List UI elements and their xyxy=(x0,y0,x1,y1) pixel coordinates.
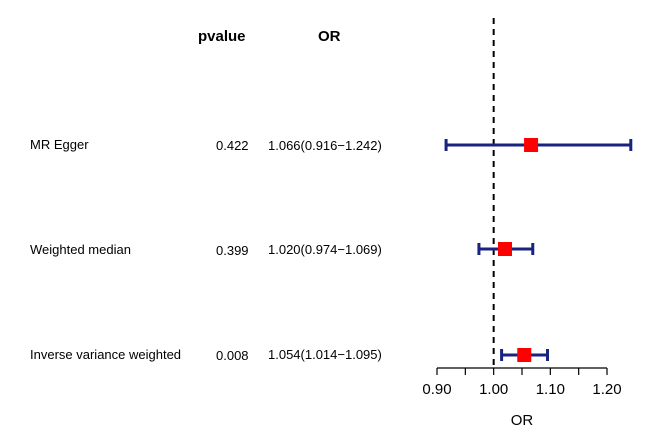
x-tick-label-2: 1.00 xyxy=(479,381,508,398)
x-tick-label-4: 1.10 xyxy=(536,381,565,398)
row-pvalue-weighted-median: 0.399 xyxy=(216,243,249,258)
pvalue-header: pvalue xyxy=(198,28,246,45)
x-tick-label-6: 1.20 xyxy=(592,381,621,398)
row-or-weighted-median: 1.020(0.974−1.069) xyxy=(268,242,382,257)
row-pvalue-ivw: 0.008 xyxy=(216,348,249,363)
or-point-0 xyxy=(524,138,539,152)
row-label-ivw: Inverse variance weighted xyxy=(30,347,182,362)
row-or-ivw: 1.054(1.014−1.095) xyxy=(268,347,382,362)
row-label-mr-egger: MR Egger xyxy=(30,137,89,152)
or-point-2 xyxy=(517,348,532,362)
row-or-mr-egger: 1.066(0.916−1.242) xyxy=(268,138,382,153)
x-tick-label-0: 0.90 xyxy=(422,381,451,398)
or-point-1 xyxy=(498,242,512,256)
row-label-weighted-median: Weighted median xyxy=(30,242,131,257)
row-pvalue-mr-egger: 0.422 xyxy=(216,138,249,153)
x-axis-label: OR xyxy=(511,412,534,429)
or-header: OR xyxy=(318,28,341,45)
